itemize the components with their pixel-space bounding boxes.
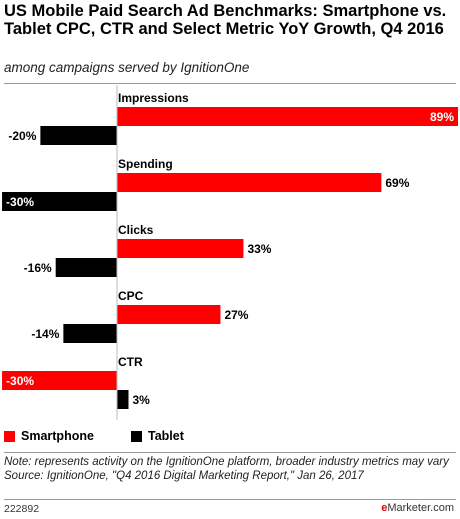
bar-tablet-ctr (117, 390, 129, 409)
legend-label-tablet: Tablet (148, 429, 184, 443)
data-label-tablet-cpc: -14% (31, 327, 59, 341)
footer-divider (4, 499, 456, 500)
bar-smartphone-clicks (117, 239, 244, 258)
data-label-smartphone-cpc: 27% (224, 308, 248, 322)
data-label-tablet-ctr: 3% (132, 393, 150, 407)
footnote-source: Source: IgnitionOne, "Q4 2016 Digital Ma… (4, 469, 364, 482)
footnote-note: Note: represents activity on the Ignitio… (4, 456, 449, 468)
bar-tablet-clicks (55, 258, 117, 277)
logo-com: .com (430, 502, 454, 514)
bar-tablet-cpc (63, 324, 117, 343)
legend-swatch-tablet (131, 431, 142, 442)
category-label-ctr: CTR (118, 355, 143, 369)
data-label-tablet-clicks: -16% (24, 261, 52, 275)
data-label-smartphone-spending: 69% (385, 176, 409, 190)
category-label-clicks: Clicks (118, 223, 154, 237)
bar-smartphone-spending (117, 173, 382, 192)
bar-chart: Impressions 89% -20% Spending 69% -30% Clicks 3… (2, 85, 458, 420)
bottom-divider (4, 452, 456, 453)
data-label-smartphone-impressions: 89% (430, 110, 454, 124)
chart-id: 222892 (4, 503, 40, 515)
legend-swatch-smartphone (4, 431, 15, 442)
data-label-tablet-impressions: -20% (8, 129, 36, 143)
legend-label-smartphone: Smartphone (21, 429, 94, 443)
category-label-impressions: Impressions (118, 91, 189, 105)
data-label-smartphone-ctr: -30% (6, 374, 34, 388)
bar-smartphone-impressions (117, 107, 458, 126)
bar-smartphone-ctr (2, 371, 117, 390)
logo-e: e (381, 502, 388, 514)
bar-tablet-impressions (40, 126, 117, 145)
footnote: Note: represents activity on the Ignitio… (4, 456, 456, 483)
bar-smartphone-cpc (117, 305, 221, 324)
category-label-spending: Spending (118, 157, 173, 171)
category-label-cpc: CPC (118, 289, 144, 303)
chart-subtitle: among campaigns served by IgnitionOne (4, 60, 250, 75)
logo-marketer: Marketer (387, 502, 431, 514)
data-label-smartphone-clicks: 33% (247, 242, 271, 256)
bar-tablet-spending (2, 192, 117, 211)
emarketer-logo[interactable]: eMarketer.com (381, 502, 454, 514)
chart-title: US Mobile Paid Search Ad Benchmarks: Sma… (4, 2, 447, 38)
data-label-tablet-spending: -30% (6, 195, 34, 209)
top-divider (4, 83, 456, 84)
